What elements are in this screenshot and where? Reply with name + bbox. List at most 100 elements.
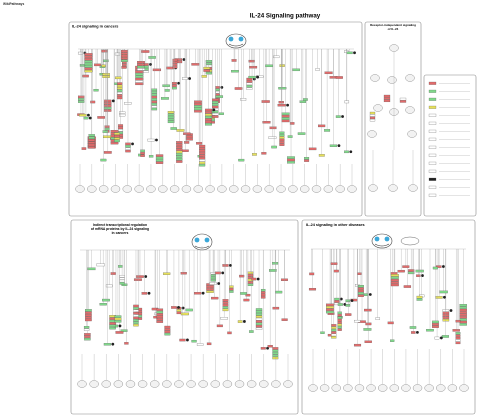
outcome-node [247,381,256,388]
gene-node [177,129,185,131]
gene-node [143,71,148,73]
gene-node [256,311,262,313]
gene-node [85,309,91,311]
gene-node [279,137,284,139]
gene-node [384,95,390,97]
gene-node [176,146,182,148]
inhibitor-mark [155,139,158,142]
gene-node [177,312,181,314]
outcome-node [199,381,208,388]
gene-node [84,333,90,335]
gene-node [173,66,178,68]
outcome-node [114,381,123,388]
gene-node [194,105,201,107]
gene-node [161,97,169,99]
gene-node [137,66,144,68]
gene-node [365,341,372,343]
outcome-node [300,186,309,193]
gene-node [416,275,420,277]
inhibitor-mark [416,331,419,334]
outcome-node [312,186,321,193]
gene-node [256,328,262,330]
gene-node [271,146,276,148]
gene-node [199,150,205,152]
gene-node [135,71,143,73]
gene-node [346,300,350,302]
gene-node [388,322,394,324]
gene-node [171,306,176,308]
gene-node [279,132,284,134]
gene-node [157,311,163,313]
gene-node [453,329,460,331]
inhibitor-mark [353,51,356,54]
gene-node [261,152,266,154]
outcome-node [332,385,341,392]
legend-swatch [429,146,436,149]
gene-node [205,121,212,123]
gene-node [176,144,182,146]
gene-node [248,272,253,274]
gene-node [84,329,89,331]
gene-node [212,99,218,101]
gene-node [398,270,405,272]
gene-node [278,87,286,89]
gene-node [117,90,122,92]
gene-node [211,279,216,281]
gene-node [89,137,95,139]
gene-node [97,264,105,266]
gene-node [354,320,360,322]
gene-node [82,147,86,149]
gene-node [194,101,201,103]
gene-node [102,65,106,67]
gene-node [298,133,305,135]
gene-node [118,124,123,126]
gene-node [168,114,174,116]
gene-node [223,302,228,304]
gene-node [338,326,342,328]
gene-node [319,154,325,156]
gene-node [273,347,279,349]
outcome-node [259,381,268,388]
inhibitor-mark [111,343,114,346]
inhibitor-mark [112,99,115,102]
gene-node [256,313,262,315]
gene-node [211,275,216,277]
gene-node [85,53,93,55]
inhibitor-mark [450,309,453,312]
wikipathways-logo[interactable]: WikiPathways [3,2,24,6]
panel-cancer-title: IL-24 signaling in cancers [72,25,118,29]
gene-node [460,323,467,325]
gene-node [199,162,205,164]
gene-node [104,151,111,153]
inhibitor-mark [131,142,134,145]
gene-node [199,159,205,161]
gene-node [117,83,122,85]
gene-node [173,64,178,66]
gene-node [278,104,286,106]
gene-node [247,80,253,82]
gene-node [205,111,212,113]
gene-node [417,298,423,300]
gene-node [366,323,372,325]
gene-node [229,290,233,292]
outcome-node [138,381,147,388]
outcome-node [448,385,457,392]
gene-node [78,52,83,54]
gene-node [216,95,223,97]
gene-node [85,61,93,63]
gene-node [205,119,212,121]
inhibitor-mark [338,144,341,147]
gene-node [84,338,90,340]
gene-node [249,76,256,78]
legend-swatch [429,106,436,109]
gene-node [303,98,307,100]
inhibitor-mark [442,265,445,268]
gene-node [460,314,467,316]
gene-node [103,136,111,138]
gene-node [135,80,143,82]
gene-node [417,296,423,298]
outcome-node [320,385,329,392]
gene-node [115,320,122,322]
outcome-node [409,185,418,192]
gene-node [157,321,163,323]
